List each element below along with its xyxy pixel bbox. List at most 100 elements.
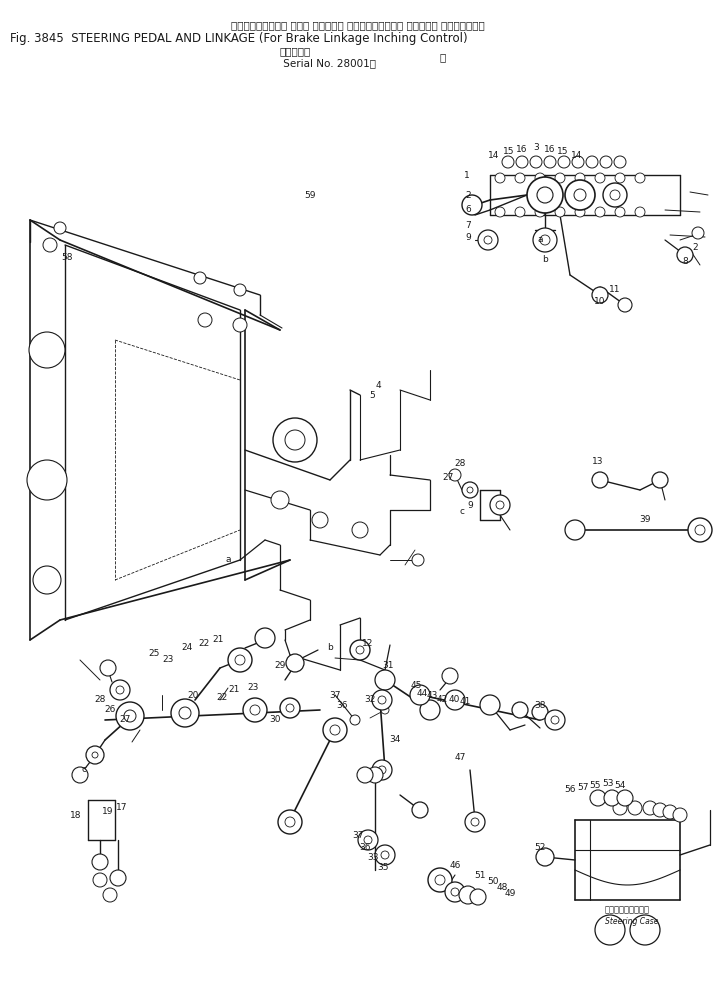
Circle shape (72, 767, 88, 783)
Circle shape (198, 313, 212, 327)
Circle shape (628, 801, 642, 815)
Circle shape (545, 710, 565, 730)
Circle shape (643, 801, 657, 815)
Circle shape (278, 810, 302, 834)
Circle shape (575, 207, 585, 217)
Text: 41: 41 (460, 698, 470, 707)
Text: 15: 15 (557, 147, 569, 156)
Circle shape (502, 156, 514, 168)
Circle shape (495, 207, 505, 217)
Circle shape (533, 228, 557, 252)
Circle shape (592, 472, 608, 488)
Circle shape (358, 830, 378, 850)
Text: 9: 9 (465, 234, 471, 243)
Circle shape (412, 554, 424, 566)
Circle shape (235, 655, 245, 665)
Circle shape (515, 173, 525, 183)
Circle shape (243, 698, 267, 722)
Text: 32: 32 (364, 696, 376, 705)
Circle shape (574, 189, 586, 201)
Text: 35: 35 (377, 864, 389, 873)
Circle shape (575, 173, 585, 183)
Text: 49: 49 (504, 889, 516, 898)
Text: 7: 7 (465, 221, 471, 230)
Circle shape (286, 654, 304, 672)
Circle shape (330, 725, 340, 735)
Circle shape (459, 886, 477, 904)
Circle shape (673, 808, 687, 822)
Circle shape (273, 418, 317, 462)
Text: 46: 46 (450, 861, 461, 870)
Circle shape (688, 518, 712, 542)
Text: ステアリングケース: ステアリングケース (605, 905, 650, 914)
Text: 42: 42 (437, 695, 447, 704)
Text: 1: 1 (464, 171, 470, 180)
Text: 37: 37 (329, 692, 341, 701)
Text: a: a (225, 556, 231, 565)
Circle shape (381, 851, 389, 859)
Circle shape (420, 700, 440, 720)
Circle shape (364, 836, 372, 844)
Text: 58: 58 (61, 252, 72, 261)
Circle shape (555, 173, 565, 183)
Circle shape (496, 501, 504, 509)
Circle shape (478, 230, 498, 250)
Circle shape (381, 706, 389, 714)
Circle shape (692, 227, 704, 239)
Circle shape (445, 690, 465, 710)
Circle shape (618, 298, 632, 312)
Circle shape (652, 472, 668, 488)
Text: 27: 27 (119, 716, 130, 725)
Circle shape (663, 805, 677, 819)
Circle shape (428, 868, 452, 892)
Circle shape (378, 696, 386, 704)
Text: 8: 8 (682, 257, 688, 266)
Circle shape (544, 156, 556, 168)
Circle shape (558, 156, 570, 168)
Circle shape (590, 790, 606, 806)
Circle shape (93, 873, 107, 887)
Text: 6: 6 (465, 206, 471, 215)
Circle shape (33, 566, 61, 594)
Circle shape (110, 870, 126, 886)
Circle shape (465, 812, 485, 832)
Circle shape (435, 875, 445, 885)
Text: 20: 20 (187, 691, 199, 700)
Text: Steering Case: Steering Case (605, 917, 658, 926)
Circle shape (92, 752, 98, 758)
Circle shape (378, 766, 386, 774)
Text: 10: 10 (594, 297, 606, 306)
Circle shape (462, 482, 478, 498)
Circle shape (27, 460, 67, 500)
Circle shape (372, 690, 392, 710)
Text: 22: 22 (199, 638, 209, 647)
Text: 18: 18 (70, 810, 82, 819)
Text: 50: 50 (488, 878, 499, 887)
Circle shape (617, 790, 633, 806)
Circle shape (445, 882, 465, 902)
Text: Fig. 3845  STEERING PEDAL AND LINKAGE (For Brake Linkage Inching Control): Fig. 3845 STEERING PEDAL AND LINKAGE (Fo… (10, 32, 467, 45)
Circle shape (312, 512, 328, 528)
Text: 38: 38 (534, 702, 546, 711)
Circle shape (535, 173, 545, 183)
Text: ）: ） (440, 52, 446, 62)
Circle shape (233, 318, 247, 332)
Text: 54: 54 (614, 780, 626, 789)
Circle shape (255, 628, 275, 648)
Circle shape (350, 640, 370, 660)
Circle shape (490, 495, 510, 515)
Circle shape (530, 156, 542, 168)
Circle shape (352, 522, 368, 538)
Circle shape (615, 173, 625, 183)
Text: 24: 24 (181, 643, 193, 652)
Text: a: a (537, 236, 543, 245)
Circle shape (495, 173, 505, 183)
Circle shape (462, 195, 482, 215)
Text: 9: 9 (467, 501, 473, 510)
Text: 21: 21 (212, 635, 224, 644)
Text: 39: 39 (640, 516, 651, 525)
Circle shape (29, 332, 65, 368)
Text: 53: 53 (602, 778, 614, 787)
Text: 5: 5 (369, 392, 375, 401)
Circle shape (285, 430, 305, 450)
